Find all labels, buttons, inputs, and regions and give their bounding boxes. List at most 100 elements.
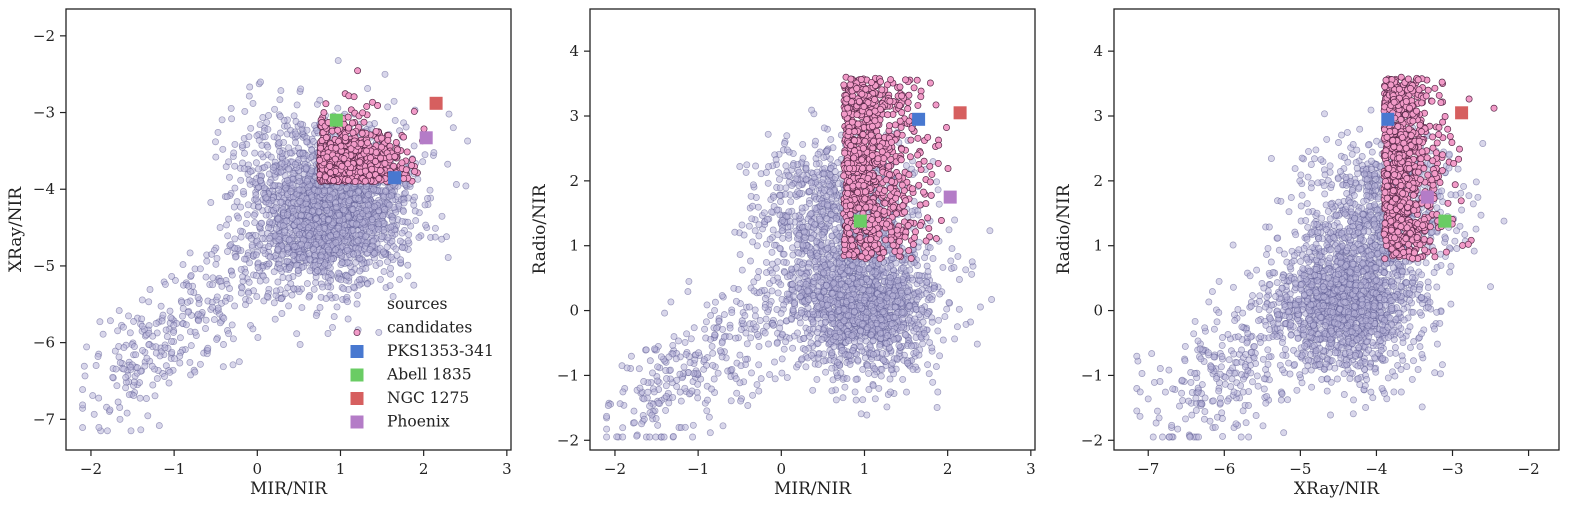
source-point — [277, 295, 285, 303]
source-point — [445, 110, 453, 118]
source-point — [726, 324, 734, 332]
source-point — [264, 125, 272, 133]
candidate-point — [408, 156, 416, 164]
candidate-point — [392, 139, 400, 146]
source-point — [254, 264, 262, 272]
source-point — [449, 124, 457, 132]
source-point — [103, 427, 111, 435]
candidate-point — [364, 139, 371, 147]
source-point — [710, 375, 718, 383]
candidate-point — [375, 175, 383, 183]
source-point — [755, 221, 763, 229]
source-point — [240, 165, 248, 173]
source-point — [376, 275, 384, 283]
source-point — [303, 126, 311, 134]
source-point — [619, 388, 627, 396]
source-point — [857, 343, 865, 351]
source-point — [955, 276, 963, 283]
source-point — [114, 398, 122, 406]
source-point — [289, 251, 297, 259]
source-point — [683, 330, 691, 338]
source-point — [120, 344, 128, 352]
candidate-point — [350, 93, 358, 101]
legend-marker-phoenix — [350, 415, 364, 429]
source-point — [738, 221, 746, 229]
source-point — [279, 250, 287, 258]
source-point — [354, 291, 362, 299]
source-point — [343, 246, 351, 254]
source-point — [83, 343, 91, 351]
source-point — [939, 336, 947, 344]
x-tick-label: −2 — [80, 460, 102, 478]
source-point — [646, 402, 654, 410]
y-tick-label: −6 — [33, 334, 55, 352]
candidate-point — [344, 160, 352, 168]
source-point — [254, 334, 262, 341]
source-point — [245, 133, 253, 141]
x-tick-label: 2 — [419, 460, 429, 478]
source-point — [667, 298, 675, 306]
source-point — [293, 218, 301, 226]
source-point — [292, 130, 300, 138]
source-point — [202, 325, 209, 332]
candidate-point — [365, 171, 373, 179]
source-point — [161, 373, 168, 380]
source-point — [176, 334, 184, 342]
source-point — [681, 384, 689, 392]
source-point — [689, 421, 697, 429]
axes-frame — [65, 8, 512, 451]
source-point — [207, 199, 215, 206]
source-point — [649, 369, 656, 377]
source-point — [438, 212, 446, 220]
source-point — [120, 365, 128, 373]
source-point — [344, 298, 351, 306]
source-point — [388, 216, 396, 224]
marker-phoenix — [419, 131, 433, 145]
candidate-point — [378, 134, 386, 142]
source-point — [229, 361, 237, 369]
source-point — [112, 365, 120, 373]
source-point — [903, 388, 910, 396]
candidate-point — [400, 175, 408, 183]
source-point — [771, 358, 778, 366]
source-point — [278, 310, 286, 317]
source-point — [366, 121, 374, 129]
source-point — [270, 133, 278, 141]
source-point — [365, 258, 373, 266]
source-point — [402, 123, 410, 131]
candidate-point — [402, 166, 410, 174]
source-point — [948, 245, 956, 253]
source-point — [122, 373, 130, 381]
source-point — [265, 224, 272, 232]
source-point — [431, 233, 439, 241]
source-point — [742, 355, 750, 363]
source-point — [265, 199, 273, 207]
source-point — [379, 212, 387, 220]
source-point — [431, 224, 439, 232]
source-point — [216, 319, 224, 327]
source-point — [324, 283, 332, 291]
source-point — [165, 379, 173, 387]
source-point — [179, 261, 187, 269]
source-point — [381, 70, 389, 78]
source-point — [168, 272, 176, 280]
source-point — [225, 173, 233, 181]
candidate-point — [410, 107, 418, 115]
source-point — [400, 199, 408, 207]
source-point — [404, 218, 412, 226]
source-point — [397, 256, 405, 264]
source-point — [694, 394, 702, 402]
source-point — [743, 340, 751, 348]
source-point — [368, 215, 376, 223]
source-point — [332, 239, 340, 247]
source-point — [185, 282, 193, 290]
source-point — [80, 362, 88, 370]
source-point — [812, 137, 819, 145]
source-point — [241, 149, 248, 157]
source-point — [766, 371, 774, 379]
source-point — [106, 317, 114, 325]
candidate-point — [371, 158, 379, 165]
source-point — [619, 424, 627, 432]
source-point — [780, 345, 788, 353]
